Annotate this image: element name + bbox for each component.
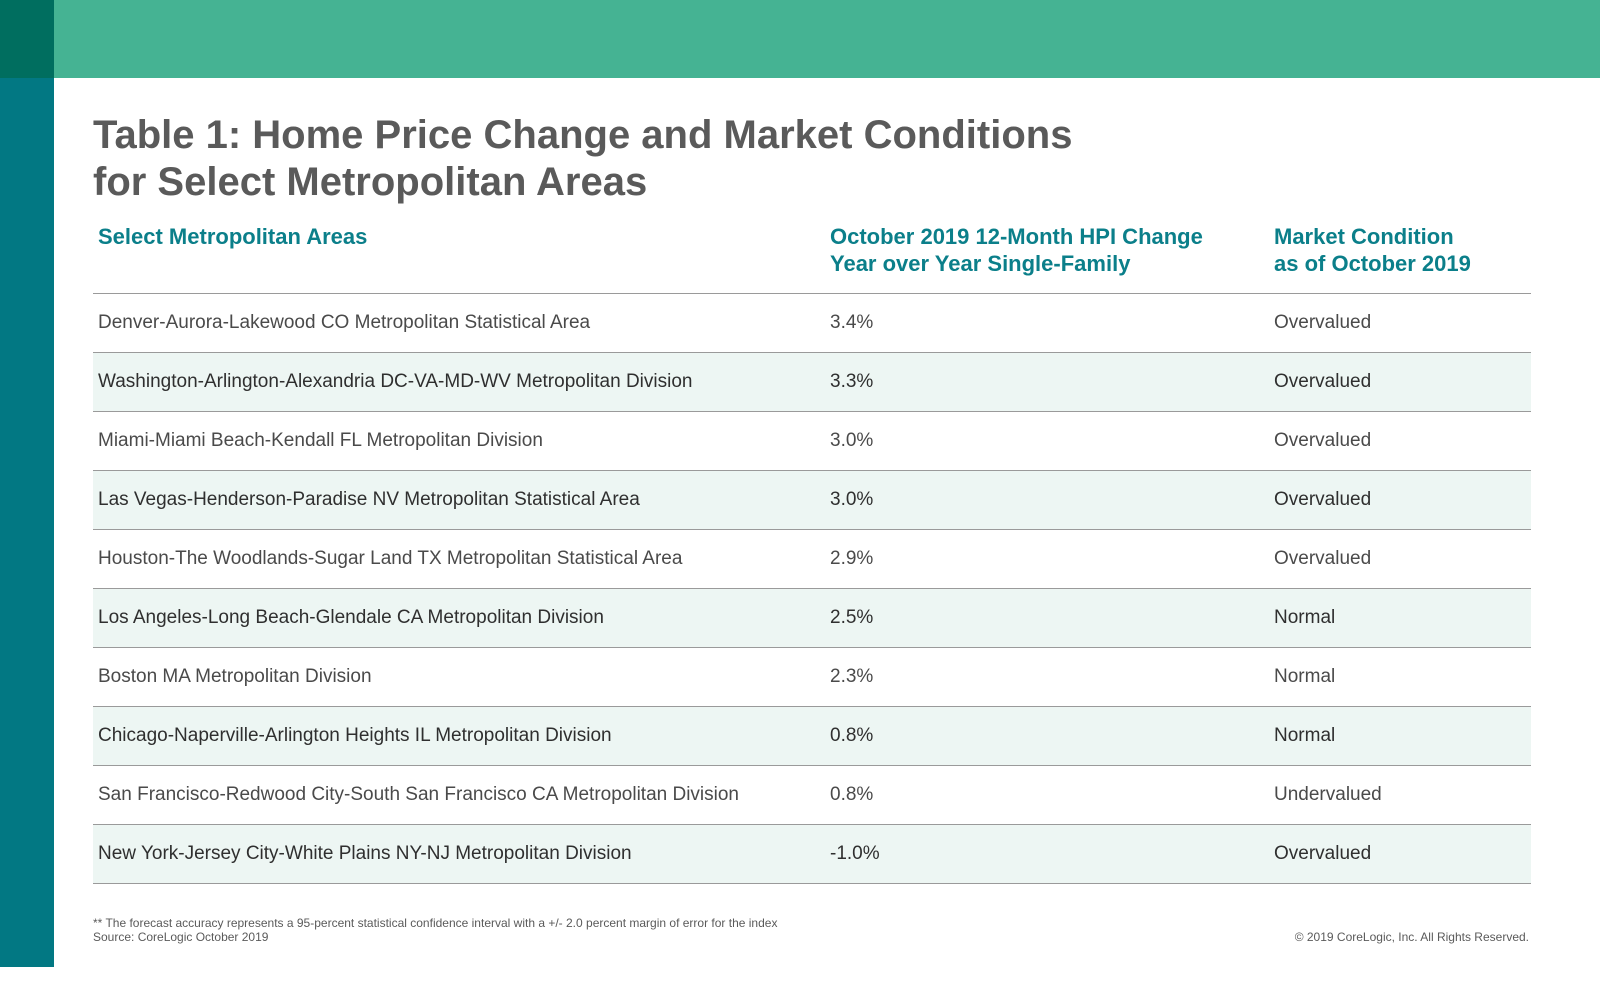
condition-cell: Overvalued (1274, 371, 1372, 392)
hpi-cell: 0.8% (830, 725, 874, 746)
table-row: San Francisco-Redwood City-South San Fra… (93, 766, 1531, 825)
header-hpi-line-2: Year over Year Single-Family (830, 251, 1131, 276)
condition-cell: Overvalued (1274, 548, 1372, 569)
copyright-notice: © 2019 CoreLogic, Inc. All Rights Reserv… (1294, 930, 1529, 944)
header-area-label: Select Metropolitan Areas (98, 224, 368, 249)
table-header-row: Select Metropolitan Areas October 2019 1… (93, 220, 1531, 294)
condition-cell: Normal (1274, 607, 1336, 628)
header-condition-line-1: Market Condition (1274, 224, 1454, 249)
header-condition-line-2: as of October 2019 (1274, 251, 1471, 276)
condition-cell: Normal (1274, 666, 1336, 687)
title-line-2: for Select Metropolitan Areas (93, 160, 648, 204)
condition-cell: Normal (1274, 725, 1336, 746)
footnote-source: Source: CoreLogic October 2019 (93, 930, 269, 944)
condition-cell: Overvalued (1274, 312, 1372, 333)
header-area: Select Metropolitan Areas (98, 223, 367, 250)
header-market-condition: Market Condition as of October 2019 (1274, 223, 1471, 277)
area-cell: San Francisco-Redwood City-South San Fra… (98, 784, 739, 805)
top-banner (54, 0, 1600, 78)
page-title: Table 1: Home Price Change and Market Co… (93, 112, 1072, 206)
table-row: Denver-Aurora-Lakewood CO Metropolitan S… (93, 294, 1531, 353)
table-row: Houston-The Woodlands-Sugar Land TX Metr… (93, 530, 1531, 589)
footnote: ** The forecast accuracy represents a 95… (93, 916, 777, 944)
table-row: New York-Jersey City-White Plains NY-NJ … (93, 825, 1531, 884)
hpi-cell: -1.0% (830, 843, 880, 864)
area-cell: Washington-Arlington-Alexandria DC-VA-MD… (98, 371, 693, 392)
condition-cell: Overvalued (1274, 489, 1372, 510)
condition-cell: Undervalued (1274, 784, 1382, 805)
area-cell: Los Angeles-Long Beach-Glendale CA Metro… (98, 607, 604, 628)
area-cell: Chicago-Naperville-Arlington Heights IL … (98, 725, 612, 746)
footnote-accuracy: ** The forecast accuracy represents a 95… (93, 916, 778, 930)
table-row: Miami-Miami Beach-Kendall FL Metropolita… (93, 412, 1531, 471)
table-row: Los Angeles-Long Beach-Glendale CA Metro… (93, 589, 1531, 648)
table-row: Las Vegas-Henderson-Paradise NV Metropol… (93, 471, 1531, 530)
area-cell: Las Vegas-Henderson-Paradise NV Metropol… (98, 489, 640, 510)
area-cell: Houston-The Woodlands-Sugar Land TX Metr… (98, 548, 683, 569)
table-row: Chicago-Naperville-Arlington Heights IL … (93, 707, 1531, 766)
hpi-cell: 2.5% (830, 607, 874, 628)
hpi-cell: 3.3% (830, 371, 874, 392)
header-hpi-line-1: October 2019 12-Month HPI Change (830, 224, 1203, 249)
area-cell: Miami-Miami Beach-Kendall FL Metropolita… (98, 430, 543, 451)
area-cell: Boston MA Metropolitan Division (98, 666, 372, 687)
corner-accent-block (0, 0, 54, 78)
hpi-cell: 3.4% (830, 312, 874, 333)
area-cell: New York-Jersey City-White Plains NY-NJ … (98, 843, 632, 864)
condition-cell: Overvalued (1274, 843, 1372, 864)
hpi-cell: 3.0% (830, 430, 874, 451)
hpi-cell: 0.8% (830, 784, 874, 805)
hpi-cell: 2.9% (830, 548, 874, 569)
area-cell: Denver-Aurora-Lakewood CO Metropolitan S… (98, 312, 591, 333)
header-hpi-change: October 2019 12-Month HPI Change Year ov… (830, 223, 1203, 277)
condition-cell: Overvalued (1274, 430, 1372, 451)
table-row: Washington-Arlington-Alexandria DC-VA-MD… (93, 353, 1531, 412)
hpi-cell: 3.0% (830, 489, 874, 510)
title-line-1: Table 1: Home Price Change and Market Co… (93, 113, 1073, 157)
metro-table: Select Metropolitan Areas October 2019 1… (93, 220, 1531, 884)
left-accent-bar (0, 0, 54, 967)
table-row: Boston MA Metropolitan Division 2.3% Nor… (93, 648, 1531, 707)
hpi-cell: 2.3% (830, 666, 874, 687)
